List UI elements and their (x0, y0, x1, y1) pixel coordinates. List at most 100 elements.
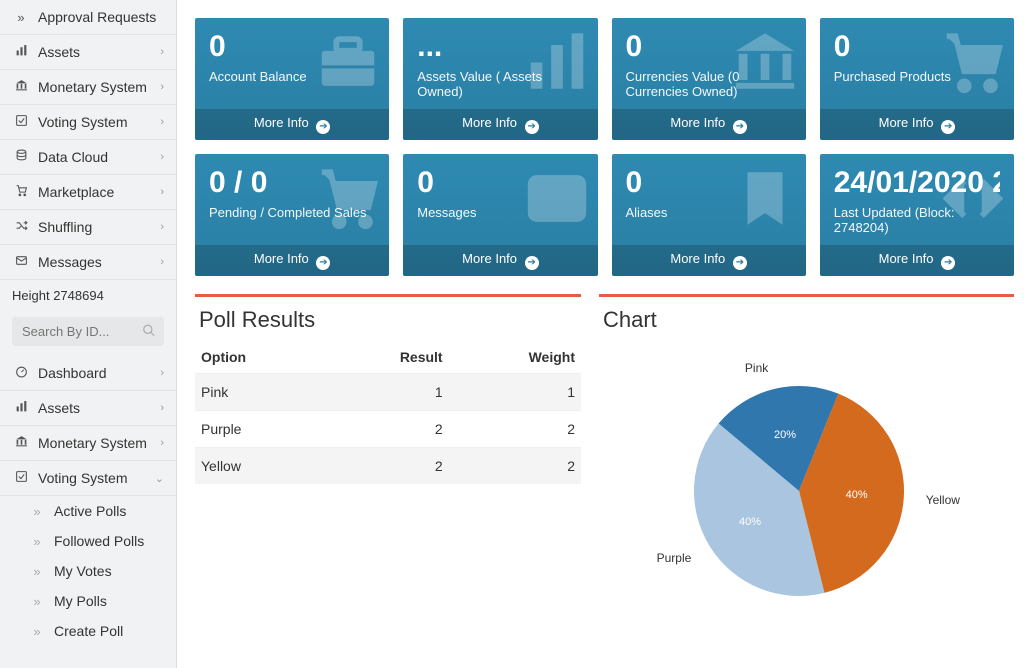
sidebar-item-assets[interactable]: Assets › (0, 35, 176, 70)
more-info-link[interactable]: More Info ➔ (403, 245, 597, 276)
more-info-link[interactable]: More Info ➔ (820, 109, 1014, 140)
db-icon (12, 149, 30, 165)
bar-icon (12, 400, 30, 416)
pie-label-yellow: Yellow (926, 493, 960, 507)
stat-card-purchased-products: 0Purchased ProductsMore Info ➔ (820, 18, 1014, 140)
cell-result: 2 (324, 448, 448, 485)
poll-table: Option Result Weight Pink11Purple22Yello… (195, 341, 581, 484)
chevron-icon: › (160, 437, 164, 449)
bank-icon (730, 27, 800, 100)
arrow-right-icon: ➔ (525, 120, 539, 134)
arrow-icon: » (28, 624, 46, 639)
sidebar-item-data-cloud[interactable]: Data Cloud› (0, 140, 176, 175)
stat-card-assets-value-assets-owne: ...Assets Value ( Assets Owned)More Info… (403, 18, 597, 140)
chevron-icon: › (160, 116, 164, 128)
bar-icon (12, 44, 30, 60)
sidebar-item-marketplace[interactable]: Marketplace › (0, 175, 176, 210)
stat-card-aliases: 0AliasesMore Info ➔ (612, 154, 806, 276)
cell-weight: 1 (449, 374, 581, 411)
sidebar-item-monetary-system[interactable]: Monetary System› (0, 70, 176, 105)
sidebar-item-assets[interactable]: Assets › (0, 391, 176, 426)
stat-card-account-balance: 0Account BalanceMore Info ➔ (195, 18, 389, 140)
sidebar-item-label: Marketplace (38, 184, 114, 200)
check-icon (12, 470, 30, 486)
more-info-link[interactable]: More Info ➔ (820, 245, 1014, 276)
cart-icon (313, 163, 383, 236)
sidebar-subitem-my-votes[interactable]: »My Votes (28, 556, 176, 586)
sidebar-item-label: Followed Polls (54, 533, 144, 549)
arrow-right-icon: ➔ (941, 120, 955, 134)
sidebar-item-label: Create Poll (54, 623, 123, 639)
arrow-icon: » (28, 504, 46, 519)
more-info-link[interactable]: More Info ➔ (195, 245, 389, 276)
chevron-icon: › (160, 402, 164, 414)
sidebar-subitem-my-polls[interactable]: »My Polls (28, 586, 176, 616)
cell-result: 2 (324, 411, 448, 448)
arrow-icon: » (28, 594, 46, 609)
table-row: Pink11 (195, 374, 581, 411)
cell-result: 1 (324, 374, 448, 411)
sidebar-subitem-active-polls[interactable]: » Active Polls (28, 496, 176, 526)
more-info-link[interactable]: More Info ➔ (612, 245, 806, 276)
pie-pct-yellow: 40% (846, 489, 868, 501)
chevron-icon: › (160, 221, 164, 233)
sidebar-item-dashboard[interactable]: Dashboard› (0, 356, 176, 391)
sidebar-item-label: Assets (38, 400, 80, 416)
sidebar-item-shuffling[interactable]: Shuffling › (0, 210, 176, 245)
»-icon: » (12, 10, 30, 25)
table-row: Purple22 (195, 411, 581, 448)
arrow-right-icon: ➔ (733, 256, 747, 270)
code-icon (938, 163, 1008, 236)
arrow-right-icon: ➔ (316, 120, 330, 134)
search-icon[interactable] (142, 323, 156, 340)
chevron-icon: › (160, 46, 164, 58)
stat-card-last-updated-block-27482: 24/01/2020 2:Last Updated (Block: 274820… (820, 154, 1014, 276)
briefcase-icon (313, 27, 383, 100)
search-box (12, 317, 164, 346)
poll-results-title: Poll Results (195, 294, 581, 341)
more-info-link[interactable]: More Info ➔ (195, 109, 389, 140)
more-info-link[interactable]: More Info ➔ (612, 109, 806, 140)
sidebar-item-voting-system[interactable]: Voting System⌄ (0, 461, 176, 496)
sidebar-item-label: Monetary System (38, 79, 147, 95)
more-info-link[interactable]: More Info ➔ (403, 109, 597, 140)
dash-icon (12, 365, 30, 381)
arrow-right-icon: ➔ (941, 256, 955, 270)
pie-chart: 20%Pink40%Yellow40%Purple (599, 341, 1014, 641)
chevron-icon: › (160, 186, 164, 198)
sidebar-item-label: Messages (38, 254, 102, 270)
sidebar-item-label: Active Polls (54, 503, 126, 519)
cell-option: Yellow (195, 448, 324, 485)
arrow-right-icon: ➔ (525, 256, 539, 270)
arrow-icon: » (28, 564, 46, 579)
stat-card-currencies-value-0-curre: 0Currencies Value (0 Currencies Owned)Mo… (612, 18, 806, 140)
cart-icon (12, 184, 30, 200)
mail-icon (522, 163, 592, 236)
check-icon (12, 114, 30, 130)
sidebar-item-approval-requests[interactable]: »Approval Requests (0, 0, 176, 35)
bookmark-icon (730, 163, 800, 236)
sidebar-subitem-followed-polls[interactable]: » Followed Polls (28, 526, 176, 556)
sidebar-subitem-create-poll[interactable]: » Create Poll (28, 616, 176, 646)
stat-card-messages: 0MessagesMore Info ➔ (403, 154, 597, 276)
sidebar: »Approval RequestsAssets›Monetary System… (0, 0, 177, 668)
sidebar-item-label: Monetary System (38, 435, 147, 451)
sidebar-item-messages[interactable]: Messages › (0, 245, 176, 280)
pie-label-pink: Pink (718, 361, 768, 375)
cell-weight: 2 (449, 448, 581, 485)
sidebar-item-monetary-system[interactable]: Monetary System › (0, 426, 176, 461)
table-row: Yellow22 (195, 448, 581, 485)
sidebar-item-label: Shuffling (38, 219, 92, 235)
main-content: 0Account BalanceMore Info ➔...Assets Val… (177, 0, 1024, 668)
shuf-icon (12, 219, 30, 235)
sidebar-item-label: Dashboard (38, 365, 107, 381)
arrow-right-icon: ➔ (316, 256, 330, 270)
sidebar-item-label: Assets (38, 44, 80, 60)
bank-icon (12, 79, 30, 95)
sidebar-item-label: Voting System (38, 114, 128, 130)
sidebar-item-voting-system[interactable]: Voting System › (0, 105, 176, 140)
chevron-icon: ⌄ (155, 472, 164, 485)
chevron-icon: › (160, 256, 164, 268)
col-weight: Weight (449, 341, 581, 374)
arrow-icon: » (28, 534, 46, 549)
